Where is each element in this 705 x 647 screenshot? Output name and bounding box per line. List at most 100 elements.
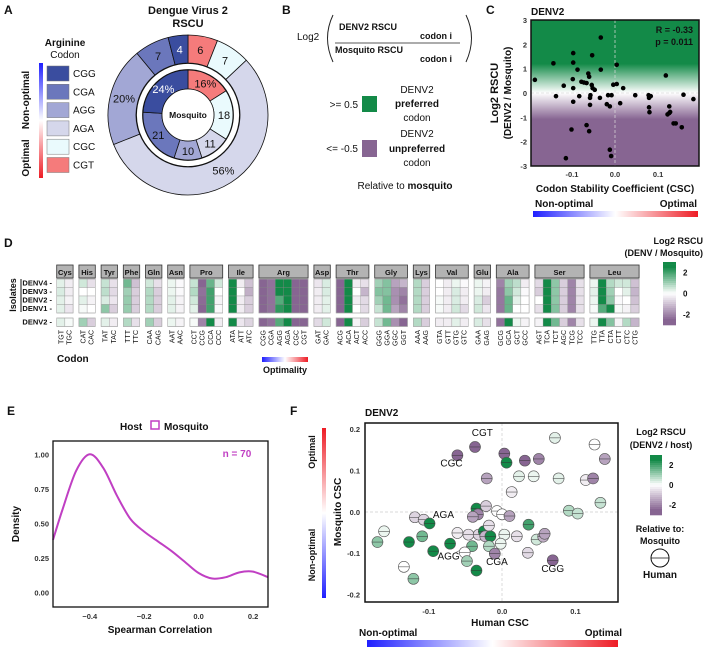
density-n-annotation: n = 70 <box>223 449 252 460</box>
heatmap-cell-separate <box>542 317 552 327</box>
heatmap-isolates-label: Isolates <box>8 278 18 312</box>
scatter-c-non-optimal: Non-optimal <box>535 199 594 210</box>
heatmap-cell-separate <box>258 317 268 327</box>
panel-e-density: Host Mosquito n = 70 Spearman Correlatio… <box>11 420 269 636</box>
unpreferred-label-3: codon <box>403 158 430 169</box>
scatter-c-point <box>584 122 589 128</box>
colorbar-segment <box>663 270 676 273</box>
panel-label-d: D <box>4 236 13 250</box>
heatmap-cell <box>335 295 345 305</box>
scatter-c-point <box>607 104 613 109</box>
scatter-f-colorbar-segment <box>650 459 662 462</box>
heatmap-group-border-separate <box>313 317 331 327</box>
aa-header-pro <box>189 264 224 279</box>
colorbar-segment <box>663 312 676 315</box>
heatmap-cell-separate <box>78 317 88 327</box>
density-xtick: 0.2 <box>248 612 258 621</box>
scatter-f-colorbar-segment <box>650 509 662 512</box>
heatmap-cell <box>630 287 640 297</box>
unpreferred-swatch <box>362 140 377 157</box>
heatmap-cell <box>589 304 599 314</box>
heatmap-cell <box>344 278 353 288</box>
heatmap-cell-separate <box>473 317 483 327</box>
heatmap-group-border <box>374 278 408 314</box>
heatmap-cell-separate <box>86 317 96 327</box>
scatter-f-colorbar-tick: 0 <box>669 481 674 490</box>
scatter-c-point <box>587 102 593 108</box>
heatmap-cell <box>352 304 361 314</box>
scatter-f-frame <box>364 422 619 603</box>
panel-label-b: B <box>282 3 291 17</box>
codon-label-cac: CAC <box>89 330 96 345</box>
scatter-c-ytick: 1 <box>523 65 527 74</box>
heatmap-cell <box>153 278 163 288</box>
heatmap-cell <box>109 295 118 305</box>
colorbar-segment <box>663 301 676 305</box>
heatmap-cell <box>335 287 345 297</box>
heatmap-cell <box>167 295 177 305</box>
legend-swatch-cgc <box>46 138 70 155</box>
codon-label-cga: CGA <box>269 330 276 346</box>
heatmap-cell <box>123 287 132 297</box>
codon-label-tgt: TGT <box>58 329 65 344</box>
codon-label-cgc: CGC <box>293 330 300 346</box>
codon-label-gac: GAC <box>324 330 331 345</box>
heatmap-group-border-separate <box>258 317 309 327</box>
heatmap-cell <box>244 278 254 288</box>
heatmap-cell-separate <box>374 317 384 327</box>
heatmap-cell <box>520 278 530 288</box>
scatter-f-colorbar-tick: -2 <box>669 501 677 510</box>
heatmap-cell-separate <box>534 317 544 327</box>
heatmap-group-border <box>145 278 163 314</box>
scatter-c-xtick: -0.1 <box>565 170 578 179</box>
heatmap-group-border <box>473 278 491 314</box>
aa-header-label-glu: Glu <box>476 268 489 277</box>
inner-ring-label-cga: 21 <box>152 130 164 142</box>
heatmap-cell <box>266 295 276 305</box>
heatmap-cell <box>374 278 384 288</box>
heatmap-cell <box>56 304 66 314</box>
scatter-c-point <box>589 52 595 58</box>
heatmap-cell <box>78 295 88 305</box>
codon-label-tca: TCA <box>545 330 552 344</box>
colorbar-segment <box>663 278 676 282</box>
colorbar-segment <box>663 272 676 275</box>
heatmap-cell <box>335 304 345 314</box>
relative-to-human-label: Human <box>643 570 677 581</box>
scatter-f-colorbar-segment <box>650 507 662 510</box>
heatmap-cell <box>197 278 207 288</box>
heatmap-cell <box>299 287 309 297</box>
heatmap-cell <box>559 278 568 288</box>
heatmap-cell <box>291 295 301 305</box>
aa-header-cys <box>56 264 74 279</box>
heatmap-cell <box>512 295 522 305</box>
codon-label-ggc: GGC <box>393 330 400 346</box>
heatmap-group-border-separate <box>78 317 96 327</box>
heatmap-cell <box>64 287 74 297</box>
codon-label-ccg: CCG <box>200 330 207 346</box>
aa-header-label-phe: Phe <box>125 268 139 277</box>
codon-label-cgt: CGT <box>302 329 309 345</box>
gradient-label-optimal: Optimal <box>21 139 32 176</box>
heatmap-group-border <box>589 278 640 314</box>
legend-label-agg: AGG <box>73 106 95 117</box>
heatmap-cell <box>236 278 246 288</box>
scatter-c-ytick: -2 <box>520 138 527 147</box>
scatter-c-points <box>532 35 696 161</box>
heatmap-group-border <box>167 278 185 314</box>
scatter-f-xtick: -0.1 <box>422 607 435 616</box>
scatter-c-point <box>608 153 614 159</box>
codon-label-aag: AAG <box>423 330 430 345</box>
heatmap-cell <box>534 304 544 314</box>
scatter-c-point <box>597 95 603 101</box>
scatter-f-colorbar-segment <box>650 473 662 476</box>
heatmap-cell <box>473 278 483 288</box>
heatmap-cell <box>534 287 544 297</box>
preferred-threshold: >= 0.5 <box>330 100 359 111</box>
heatmap-cell-separate <box>344 317 353 327</box>
colorbar-segment <box>663 295 676 298</box>
heatmap-cell <box>421 287 430 297</box>
codon-label-aca: ACA <box>346 330 353 345</box>
legend-swatch-cga <box>46 84 70 100</box>
heatmap-cell-separate <box>630 317 640 327</box>
